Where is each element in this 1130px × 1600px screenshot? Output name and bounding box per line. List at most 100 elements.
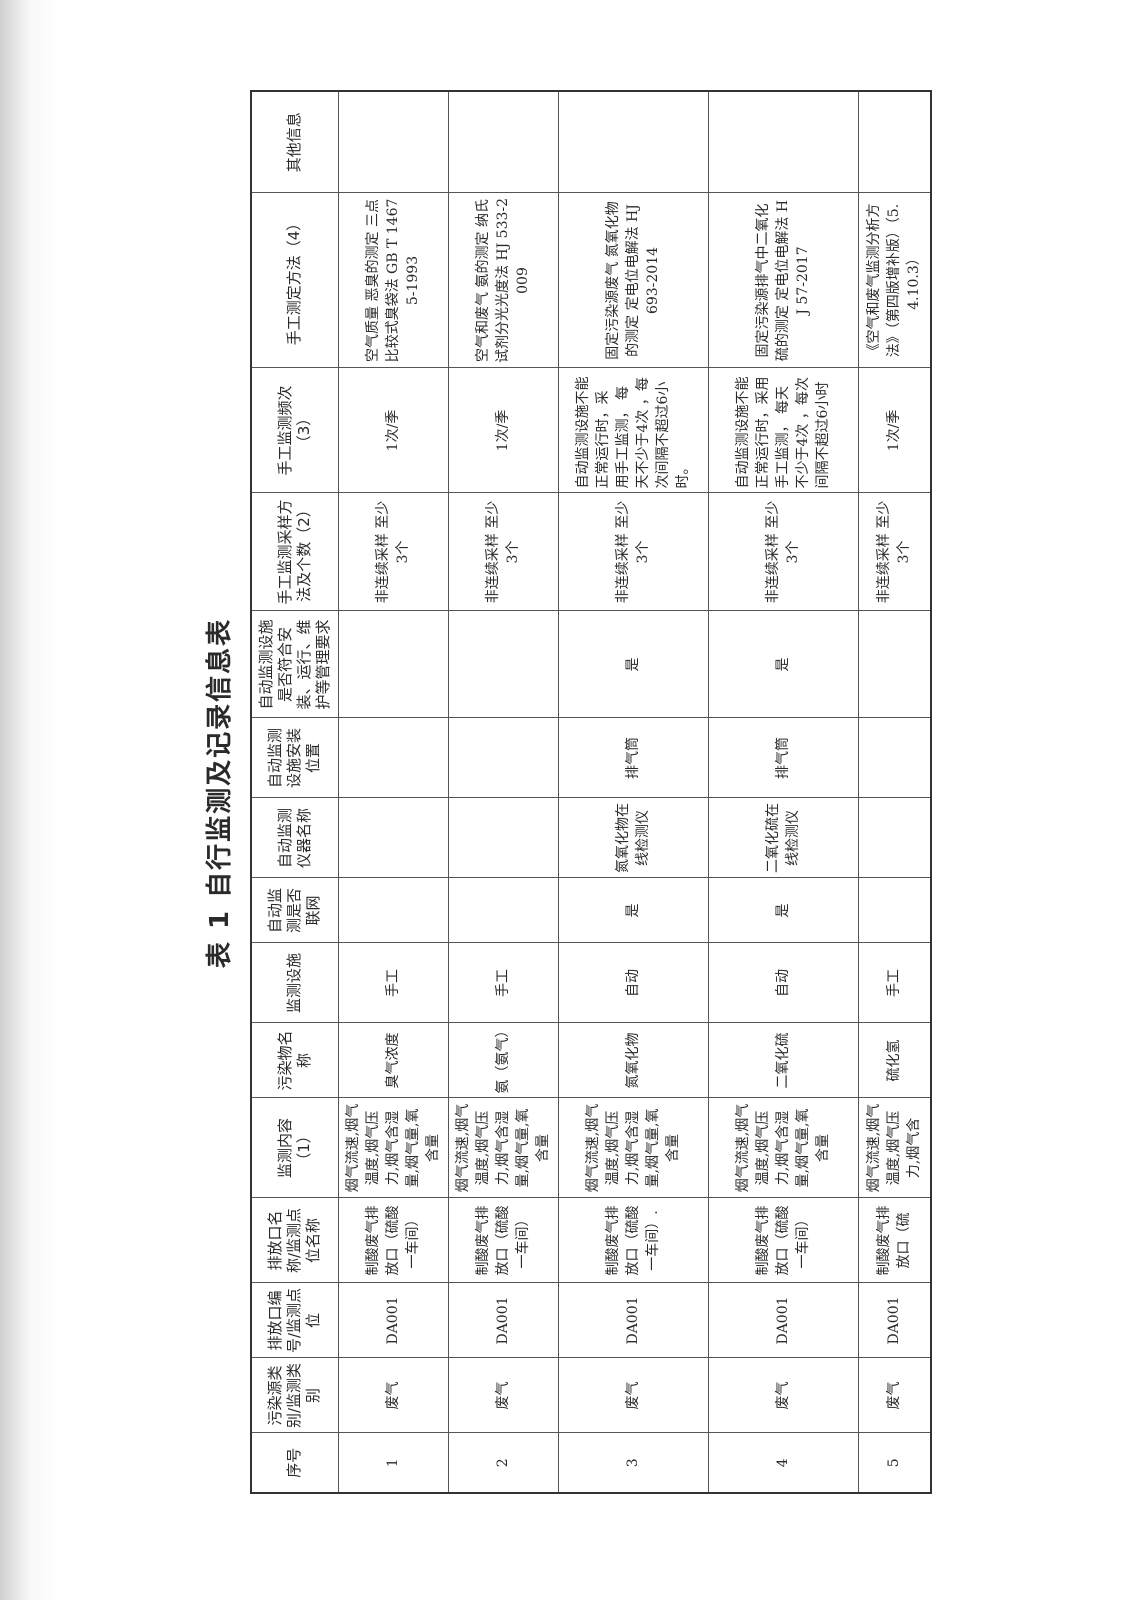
table-cell xyxy=(338,878,448,943)
table-cell: 烟气流速,烟气温度,烟气压力,烟气含湿量,烟气量,氧含量 xyxy=(338,1098,448,1198)
table-cell: 制酸废气排放口（硫酸一车间） xyxy=(338,1198,448,1283)
header-cell: 排放口编号/监测点位 xyxy=(251,1283,338,1358)
monitoring-table: 序号 污染源类别/监测类别 排放口编号/监测点位 排放口名称/监测点位名称 监测… xyxy=(250,90,932,1494)
table-cell: 手工 xyxy=(338,943,448,1023)
table-cell xyxy=(448,91,558,193)
table-cell xyxy=(448,611,558,718)
header-cell: 自动监测设施是否符合安装、运行、维护等管理要求 xyxy=(251,611,338,718)
table-cell: 氮氧化物 xyxy=(558,1023,708,1098)
table-cell: 非连续采样 至少3个 xyxy=(338,493,448,611)
table-cell: 4 xyxy=(708,1433,858,1493)
table-cell: 非连续采样 至少3个 xyxy=(558,493,708,611)
header-cell: 监测设施 xyxy=(251,943,338,1023)
table-cell: 3 xyxy=(558,1433,708,1493)
header-cell: 污染物名称 xyxy=(251,1023,338,1098)
header-cell: 自动监测仪器名称 xyxy=(251,798,338,878)
table-cell xyxy=(708,91,858,193)
table-cell: 烟气流速,烟气温度,烟气压力,烟气含湿量,烟气量,氧含量 xyxy=(558,1098,708,1198)
table-cell: 烟气流速,烟气温度,烟气压力,烟气含湿量,烟气量,氧含量 xyxy=(448,1098,558,1198)
header-row: 序号 污染源类别/监测类别 排放口编号/监测点位 排放口名称/监测点位名称 监测… xyxy=(251,91,338,1493)
table-cell xyxy=(558,91,708,193)
header-cell: 手工测定方法（4） xyxy=(251,193,338,368)
table-cell: 废气 xyxy=(858,1358,931,1433)
table-cell: 硫化氢 xyxy=(858,1023,931,1098)
header-cell: 排放口名称/监测点位名称 xyxy=(251,1198,338,1283)
table-cell: 氨（氨气） xyxy=(448,1023,558,1098)
table-cell: DA001 xyxy=(338,1283,448,1358)
table-cell: 制酸废气排放口（硫 xyxy=(858,1198,931,1283)
header-cell: 手工监测采样方法及个数（2） xyxy=(251,493,338,611)
table-cell xyxy=(338,91,448,193)
table-cell: 二氧化硫在线检测仪 xyxy=(708,798,858,878)
table-cell: 是 xyxy=(708,878,858,943)
table-cell: 废气 xyxy=(558,1358,708,1433)
table-cell: DA001 xyxy=(558,1283,708,1358)
table-cell: 空气和废气 氨的测定 纳氏试剂分光光度法 HJ 533-2009 xyxy=(448,193,558,368)
table-cell: 二氧化硫 xyxy=(708,1023,858,1098)
table-cell: 手工 xyxy=(858,943,931,1023)
table-cell: 排气筒 xyxy=(708,718,858,798)
table-cell: 氮氧化物在线检测仪 xyxy=(558,798,708,878)
table-cell xyxy=(338,611,448,718)
table-title: 表 1 自行监测及记录信息表 xyxy=(205,617,235,969)
header-cell: 污染源类别/监测类别 xyxy=(251,1358,338,1433)
table-cell xyxy=(858,798,931,878)
table-cell: 烟气流速,烟气温度,烟气压力,烟气含湿量,烟气量,氧含量 xyxy=(708,1098,858,1198)
table-cell: 自动 xyxy=(558,943,708,1023)
table-cell xyxy=(448,798,558,878)
table-cell: 自动监测设施不能正常运行时，采用手工监测， 每天不少于4次 ，每次间隔不超过6小… xyxy=(708,368,858,493)
table-cell: 是 xyxy=(558,878,708,943)
table-cell: 1次/季 xyxy=(858,368,931,493)
table-cell: 《空气和废气监测分析方法》（第四版增补版）（5.4.10.3） xyxy=(858,193,931,368)
table-cell: 非连续采样 至少3个 xyxy=(858,493,931,611)
table-row: 1 废气 DA001 制酸废气排放口（硫酸一车间） 烟气流速,烟气温度,烟气压力,烟气含… xyxy=(338,91,448,1493)
table-cell: 空气质量 恶臭的测定 三点比较式臭袋法 GB T 14675-1993 xyxy=(338,193,448,368)
header-cell: 序号 xyxy=(251,1433,338,1493)
header-cell: 自动监测是否联网 xyxy=(251,878,338,943)
table-row: 3 废气 DA001 制酸废气排放口（硫酸一车间）. 烟气流速,烟气温度,烟气压力,烟气… xyxy=(558,91,708,1493)
table-cell: 固定污染源排气中二氧化硫的测定 定电位电解法 HJ 57-2017 xyxy=(708,193,858,368)
header-cell: 监测内容（1） xyxy=(251,1098,338,1198)
table-cell: 废气 xyxy=(338,1358,448,1433)
table-cell: 1 xyxy=(338,1433,448,1493)
table-cell: 是 xyxy=(708,611,858,718)
table-cell xyxy=(448,718,558,798)
header-cell: 自动监测设施安装位置 xyxy=(251,718,338,798)
rotated-page: 表 1 自行监测及记录信息表 序号 污染源类别/监测类别 排放口编号/监测点位 … xyxy=(190,88,932,1498)
table-row: 4 废气 DA001 制酸废气排放口（硫酸一车间） 烟气流速,烟气温度,烟气压力,烟气含… xyxy=(708,91,858,1493)
table-cell: 臭气浓度 xyxy=(338,1023,448,1098)
table-row: 5 废气 DA001 制酸废气排放口（硫 烟气流速,烟气温度,烟气压力,烟气含 硫化氢 手工… xyxy=(858,91,931,1493)
table-cell xyxy=(858,718,931,798)
header-cell: 其他信息 xyxy=(251,91,338,193)
table-cell: 烟气流速,烟气温度,烟气压力,烟气含 xyxy=(858,1098,931,1198)
table-cell: 自动 xyxy=(708,943,858,1023)
table-cell: 制酸废气排放口（硫酸一车间）. xyxy=(558,1198,708,1283)
table-cell: 2 xyxy=(448,1433,558,1493)
table-cell: 1次/季 xyxy=(338,368,448,493)
table-cell: 1次/季 xyxy=(448,368,558,493)
table-cell: 非连续采样 至少3个 xyxy=(708,493,858,611)
table-cell xyxy=(858,91,931,193)
table-cell: 手工 xyxy=(448,943,558,1023)
table-cell: 排气筒 xyxy=(558,718,708,798)
table-cell: 5 xyxy=(858,1433,931,1493)
table-cell xyxy=(338,798,448,878)
table-cell xyxy=(338,718,448,798)
table-cell xyxy=(448,878,558,943)
table-cell: DA001 xyxy=(708,1283,858,1358)
table-cell: 固定污染源废气 氮氧化物的测定 定电位电解法 HJ 693-2014 xyxy=(558,193,708,368)
table-cell: 废气 xyxy=(708,1358,858,1433)
table-cell: 自动监测设施不能正常运行时，采 用手工监测， 每天不少于4次 ，每次间隔不超过6… xyxy=(558,368,708,493)
table-cell: 制酸废气排放口（硫酸一车间） xyxy=(448,1198,558,1283)
table-cell: 是 xyxy=(558,611,708,718)
table-cell: DA001 xyxy=(448,1283,558,1358)
scan-edge-shadow xyxy=(0,0,60,1600)
table-cell: 制酸废气排放口（硫酸一车间） xyxy=(708,1198,858,1283)
table-cell: 废气 xyxy=(448,1358,558,1433)
table-cell xyxy=(858,878,931,943)
table-cell: DA001 xyxy=(858,1283,931,1358)
header-cell: 手工监测频次（3） xyxy=(251,368,338,493)
table-cell xyxy=(858,611,931,718)
table-row: 2 废气 DA001 制酸废气排放口（硫酸一车间） 烟气流速,烟气温度,烟气压力,烟气含… xyxy=(448,91,558,1493)
table-cell: 非连续采样 至少3个 xyxy=(448,493,558,611)
